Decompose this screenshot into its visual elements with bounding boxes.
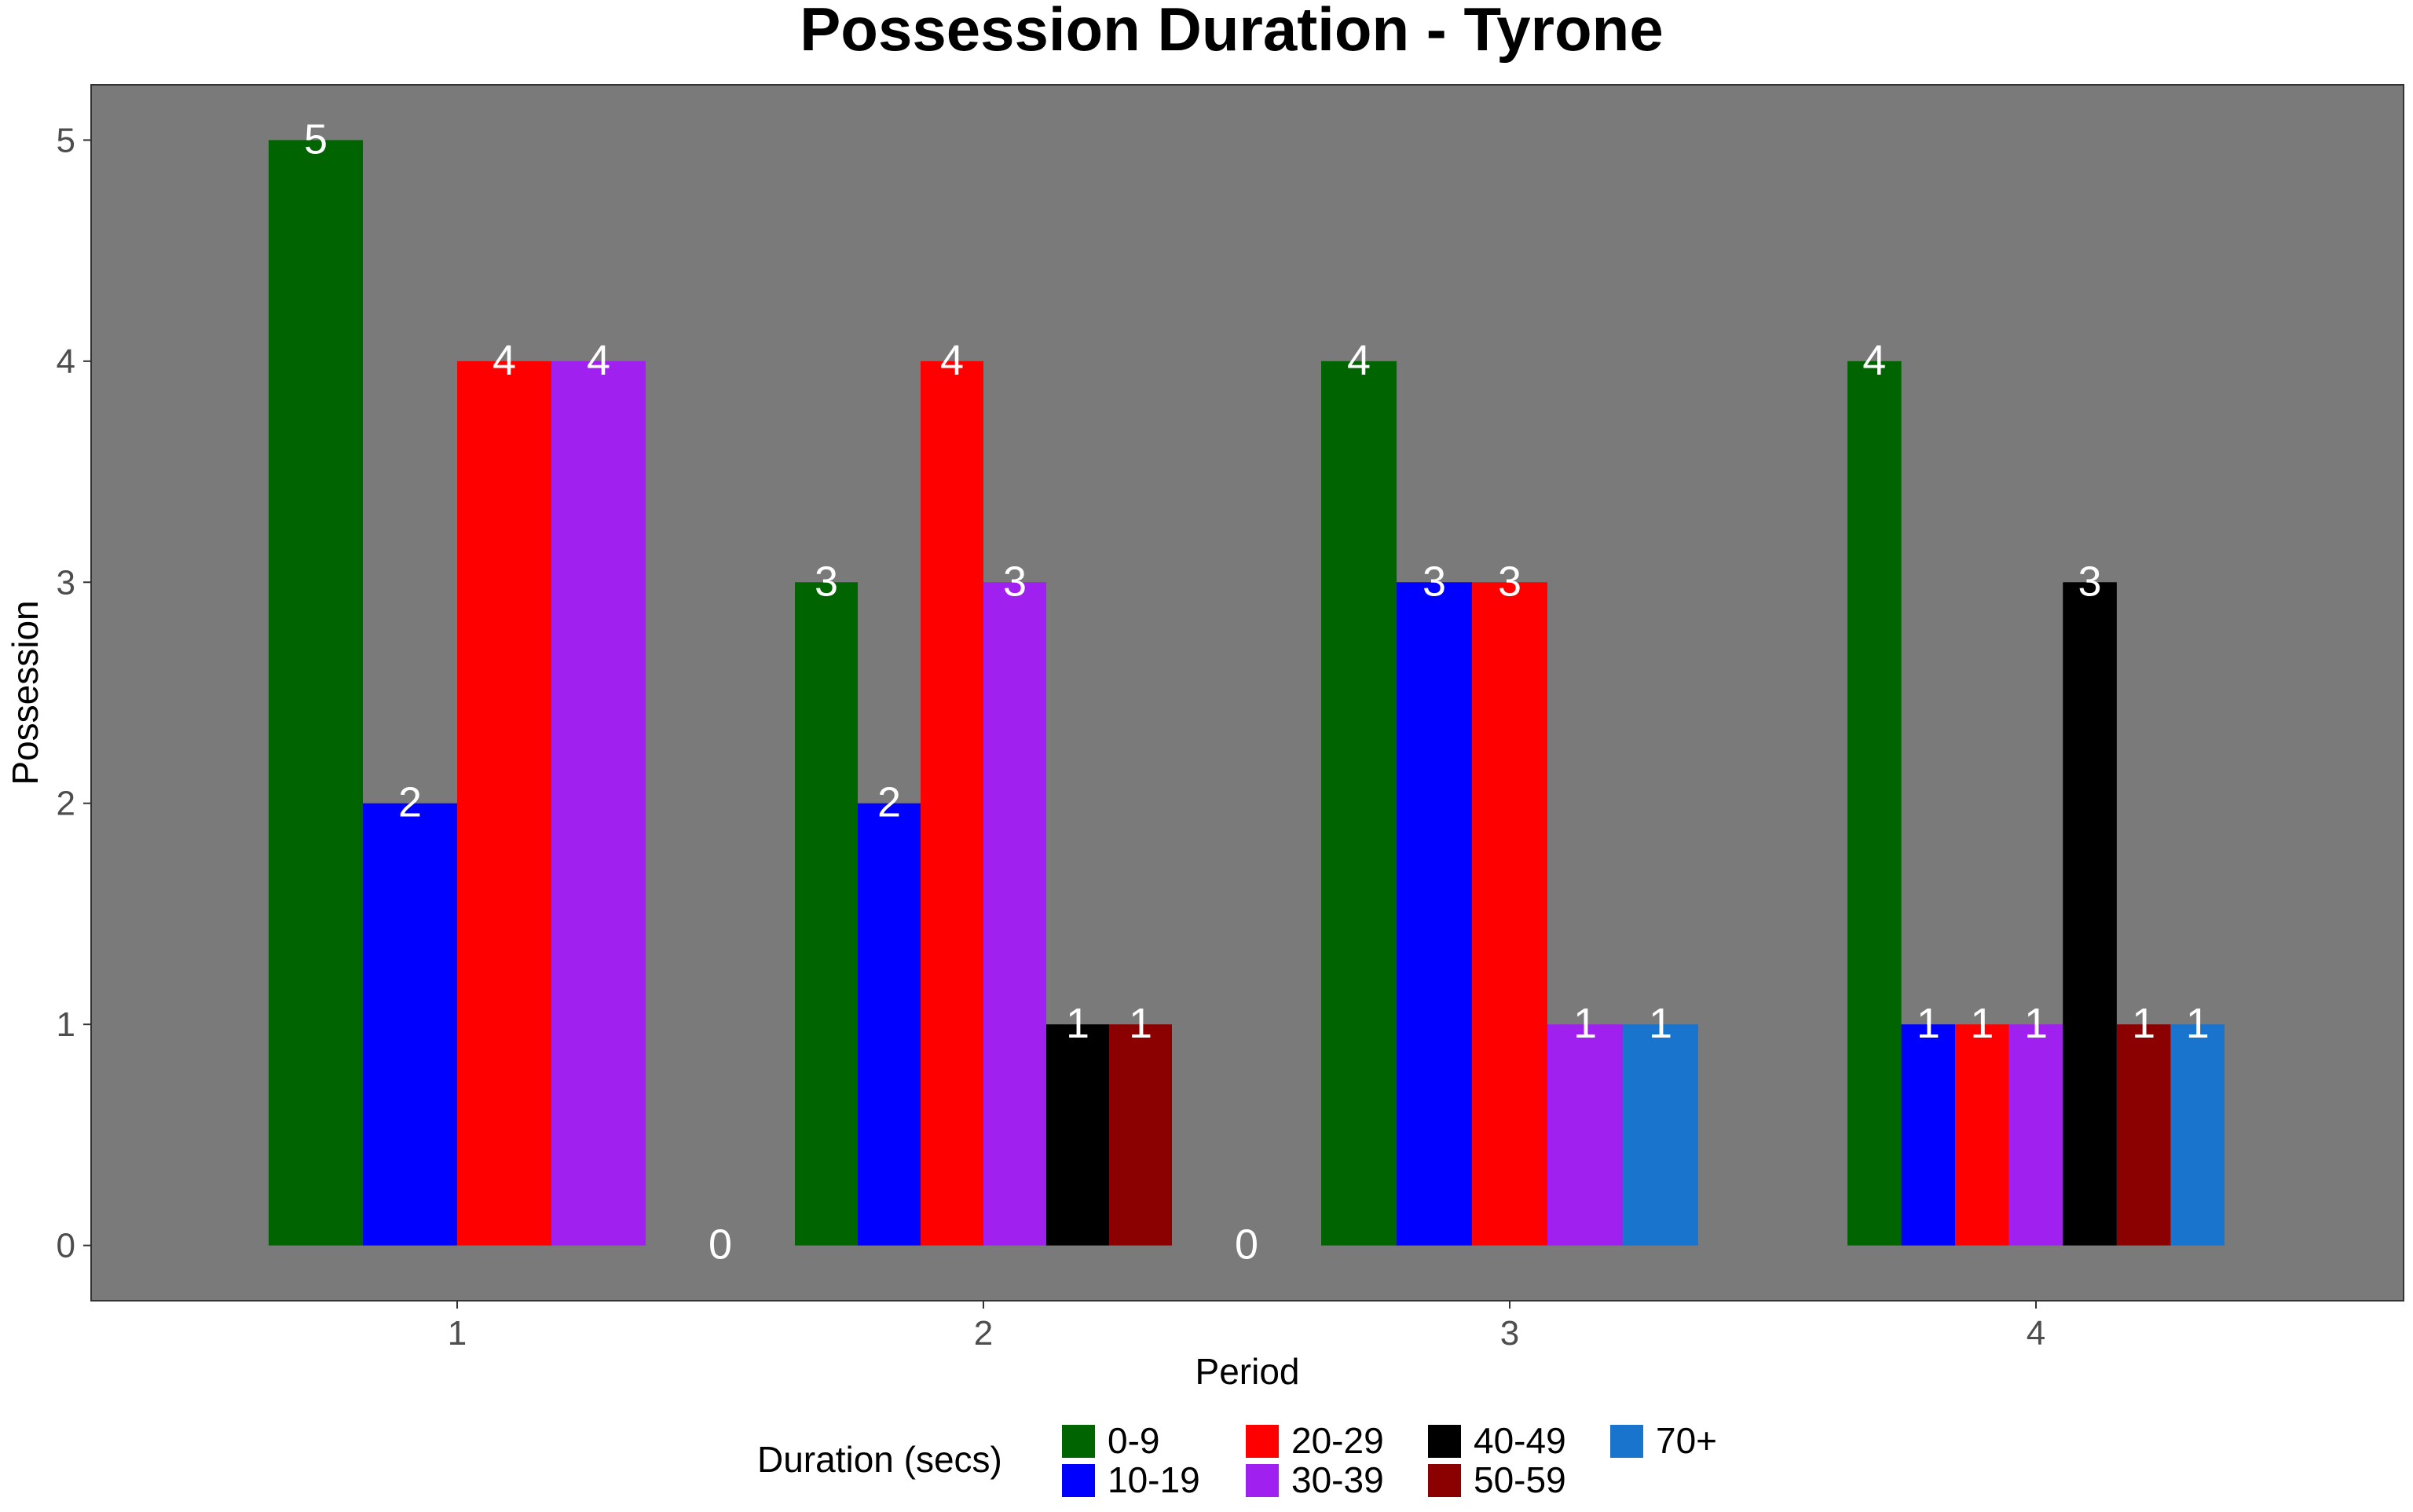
legend-label: 10-19 [1108,1459,1200,1500]
bar-period-2-30-39 [983,582,1046,1246]
bar-value-label: 2 [398,779,422,826]
legend-swatch [1610,1425,1643,1458]
bar-period-3-30-39 [1547,1024,1623,1246]
legend-label: 30-39 [1291,1459,1384,1500]
legend-item: 0-9 [1062,1420,1159,1461]
bar-period-2-10-19 [858,803,921,1246]
x-axis-title: Period [1196,1351,1300,1392]
chart-title: Possession Duration - Tyrone [800,0,1663,64]
y-axis-title: Possession [5,600,46,785]
bar-value-label: 1 [1573,1000,1597,1047]
bar-value-label: 5 [304,115,328,163]
legend-label: 70+ [1656,1420,1717,1461]
legend-item: 20-29 [1246,1420,1384,1461]
x-axis: 1 2 3 4 [448,1301,2045,1353]
bar-period-2-50-59 [1109,1024,1172,1246]
bar-period-1-20-29 [457,361,551,1246]
bar-period-4-0-9 [1847,361,1902,1246]
y-tick-label: 4 [57,342,75,381]
legend-item: 40-49 [1428,1420,1566,1461]
legend-swatch [1246,1464,1279,1497]
bar-value-label: 4 [940,337,964,384]
bar-period-4-10-19 [1901,1024,1956,1246]
legend-item: 70+ [1610,1420,1717,1461]
legend-label: 40-49 [1474,1420,1566,1461]
bar-value-label: 0 [1235,1221,1258,1269]
legend-label: 0-9 [1108,1420,1159,1461]
x-tick-label: 3 [1500,1314,1519,1353]
legend-swatch [1428,1464,1461,1497]
bar-value-label: 3 [1003,558,1027,605]
bar-value-label: 4 [587,337,610,384]
legend-item: 50-59 [1428,1459,1566,1500]
legend-swatch [1062,1464,1095,1497]
bar-period-4-40-49 [2063,582,2117,1246]
legend-swatch [1062,1425,1095,1458]
bar-period-3-20-29 [1472,582,1547,1246]
bar-value-label: 1 [1066,1000,1089,1047]
bar-period-3-10-19 [1397,582,1472,1246]
bar-value-label: 1 [1917,1000,1940,1047]
bar-period-4-50-59 [2116,1024,2171,1246]
bar-value-label: 1 [2024,1000,2048,1047]
bar-value-label: 3 [1498,558,1521,605]
bar-value-label: 1 [1970,1000,1994,1047]
bar-period-3-70+ [1623,1024,1698,1246]
y-tick-label: 3 [57,563,75,602]
bar-period-4-30-39 [2008,1024,2063,1246]
y-axis: 0 1 2 3 4 5 [57,121,91,1265]
bar-period-1-10-19 [363,803,457,1246]
legend-label: 20-29 [1291,1420,1384,1461]
bar-value-label: 4 [492,337,516,384]
bar-value-label: 0 [709,1221,732,1269]
bar-value-label: 2 [877,779,901,826]
y-tick-label: 0 [57,1227,75,1265]
legend-title: Duration (secs) [757,1439,1002,1480]
bar-period-1-30-39 [551,361,646,1246]
bar-value-label: 4 [1862,337,1886,384]
bar-value-label: 1 [1649,1000,1672,1047]
bar-value-label: 1 [2186,1000,2210,1047]
bar-period-2-0-9 [795,582,858,1246]
y-tick-label: 1 [57,1005,75,1044]
legend-swatch [1428,1425,1461,1458]
x-tick-label: 1 [448,1314,467,1353]
legend-item: 30-39 [1246,1459,1384,1500]
legend-swatch [1246,1425,1279,1458]
bar-value-label: 3 [1423,558,1446,605]
bar-period-2-40-49 [1046,1024,1109,1246]
bar-value-label: 1 [1129,1000,1152,1047]
x-tick-label: 4 [2027,1314,2045,1353]
bar-value-label: 4 [1347,337,1371,384]
x-tick-label: 2 [974,1314,993,1353]
bar-value-label: 3 [2078,558,2102,605]
y-tick-label: 5 [57,121,75,159]
bar-value-label: 3 [815,558,838,605]
bar-period-2-20-29 [921,361,983,1246]
legend-label: 50-59 [1474,1459,1566,1500]
bar-value-label: 1 [2132,1000,2155,1047]
bar-period-4-20-29 [1955,1024,2009,1246]
y-tick-label: 2 [57,785,75,823]
bar-period-1-0-9 [269,140,363,1246]
bar-period-4-70+ [2170,1024,2224,1246]
bar-period-3-0-9 [1321,361,1397,1246]
bars-layer [269,140,2224,1246]
legend-item: 10-19 [1062,1459,1200,1500]
